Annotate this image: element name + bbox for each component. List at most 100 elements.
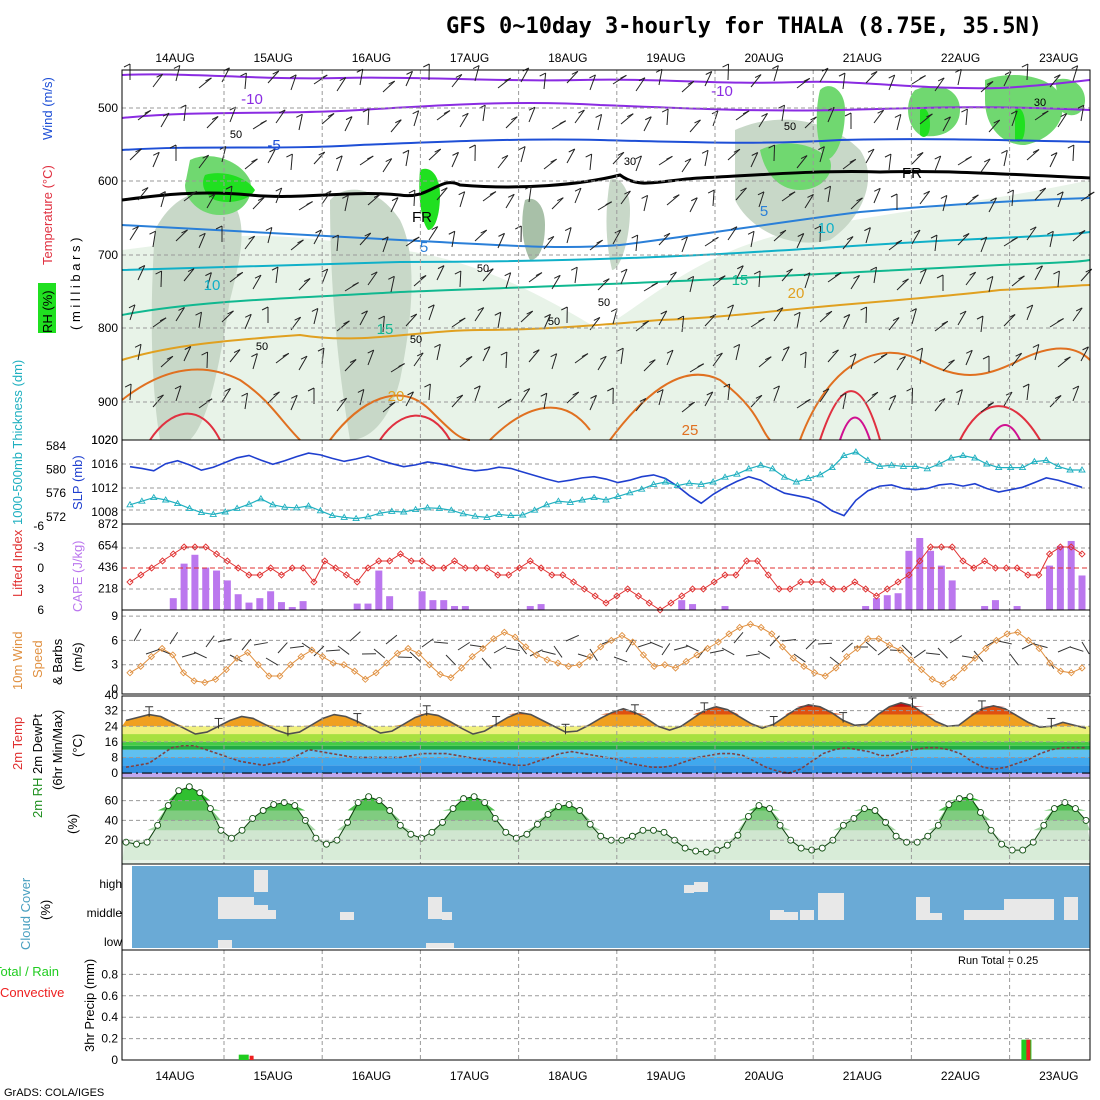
rh-marker <box>966 793 974 801</box>
thickness-tick: 580 <box>46 463 66 477</box>
wind-barb <box>137 344 142 361</box>
slp-marker <box>399 508 408 515</box>
wind-barb <box>367 194 381 206</box>
li-marker <box>191 543 199 551</box>
wind-barb-flag <box>661 108 669 113</box>
wind-barb <box>805 638 817 650</box>
wind-barb-flag <box>395 119 402 124</box>
wind-barb <box>277 642 288 654</box>
wind-barb <box>566 227 572 244</box>
cape-bar <box>526 606 534 610</box>
wind-marker <box>960 664 968 672</box>
wind-marker <box>147 652 156 661</box>
wind-barb-flag <box>297 239 304 244</box>
wind-marker <box>436 670 444 679</box>
contour-label: -10 <box>711 83 733 100</box>
wind-barb <box>133 628 142 642</box>
wind-barb <box>773 229 787 242</box>
wind-barb <box>1003 391 1013 407</box>
rh-marker <box>396 821 404 829</box>
li-marker <box>645 599 653 607</box>
rh-marker <box>808 846 816 854</box>
wind-barb-flag <box>1078 230 1086 234</box>
wind-barb <box>344 195 349 212</box>
rh-marker <box>291 802 299 809</box>
wind-barb <box>367 271 378 286</box>
wind-barb <box>474 385 481 402</box>
slp-marker <box>1042 456 1051 463</box>
wind-barb <box>961 655 976 659</box>
wind-barb <box>681 236 688 253</box>
wind-barb <box>321 190 332 205</box>
li-marker <box>137 571 145 579</box>
upper-air-panel: -10 -10 -5 5 5 10 10 15 15 20 20 25 FR FR 30 30 50 50 50 50… <box>38 63 1095 447</box>
temp-tick: 32 <box>105 704 119 718</box>
wind-barb-flag <box>174 385 182 390</box>
wind-barb <box>221 388 231 403</box>
wind-barb-flag <box>559 120 566 125</box>
wind-barb-flag <box>251 158 258 163</box>
li-tick: 0 <box>37 561 44 575</box>
li-marker <box>580 585 589 593</box>
wind-barb <box>1072 307 1083 322</box>
wind-barb <box>773 65 779 82</box>
wind-marker <box>778 643 787 651</box>
wind-barb-flag <box>568 148 575 153</box>
wind-barb-flag <box>362 108 370 113</box>
wind-barb <box>850 275 860 290</box>
contour-label: FR <box>412 209 432 226</box>
wind-barb <box>574 109 585 124</box>
wind-marker <box>222 665 230 674</box>
wind-barb-flag <box>740 187 747 192</box>
upper-y-tick: 900 <box>98 395 118 409</box>
cloud-bar <box>442 912 452 920</box>
wind-barb-flag <box>317 347 325 352</box>
wind-barb <box>819 146 825 163</box>
upper-y-tick: 800 <box>98 321 118 335</box>
date-label-bottom: 19AUG <box>646 1069 685 1083</box>
wind-barb-flag <box>245 313 252 318</box>
wind-barb <box>1072 385 1080 402</box>
wind-barb <box>152 231 156 248</box>
slp-marker <box>709 478 717 485</box>
date-label-bottom: 14AUG <box>155 1069 194 1083</box>
wind-barb <box>252 274 262 290</box>
wind-barb <box>704 391 714 407</box>
cloud-bar <box>694 882 708 892</box>
cape-tick: 872 <box>98 517 118 531</box>
wind-barb-flag <box>412 110 419 115</box>
wind-marker <box>286 661 295 669</box>
wind-barb <box>252 353 258 370</box>
wind-barb-flag <box>138 265 145 269</box>
wind-barb-flag <box>673 194 680 199</box>
wind-barb <box>942 359 955 372</box>
wind-barb-flag <box>385 158 392 163</box>
li-marker <box>180 543 188 551</box>
wind-barb-flag <box>803 272 811 277</box>
wind-barb-flag <box>291 394 298 399</box>
slp-marker <box>364 512 372 520</box>
cape-bar <box>440 600 448 610</box>
wind-barb-flag <box>389 401 396 406</box>
rh-marker <box>839 821 847 829</box>
wind-barb <box>244 158 258 170</box>
rh-marker <box>322 840 330 848</box>
date-label-top: 21AUG <box>843 51 882 65</box>
wind-barb-flag <box>1085 268 1092 273</box>
wind-barb-flag <box>578 109 585 114</box>
rh-marker <box>1040 821 1048 829</box>
slp-marker <box>947 454 955 461</box>
wind-barb-flag <box>265 227 273 231</box>
wind-barb-flag <box>487 268 494 273</box>
li-marker <box>299 564 307 572</box>
wind-barb-flag <box>1054 74 1061 79</box>
wind-marker <box>703 644 712 653</box>
wind-barb-flag <box>391 197 399 202</box>
rh-marker <box>998 840 1006 848</box>
precip-bar-convective <box>249 1055 254 1060</box>
wind-barb-flag <box>370 271 378 276</box>
wind-barb <box>873 109 885 124</box>
wind-barb <box>344 359 357 372</box>
cape-bar <box>245 602 253 610</box>
